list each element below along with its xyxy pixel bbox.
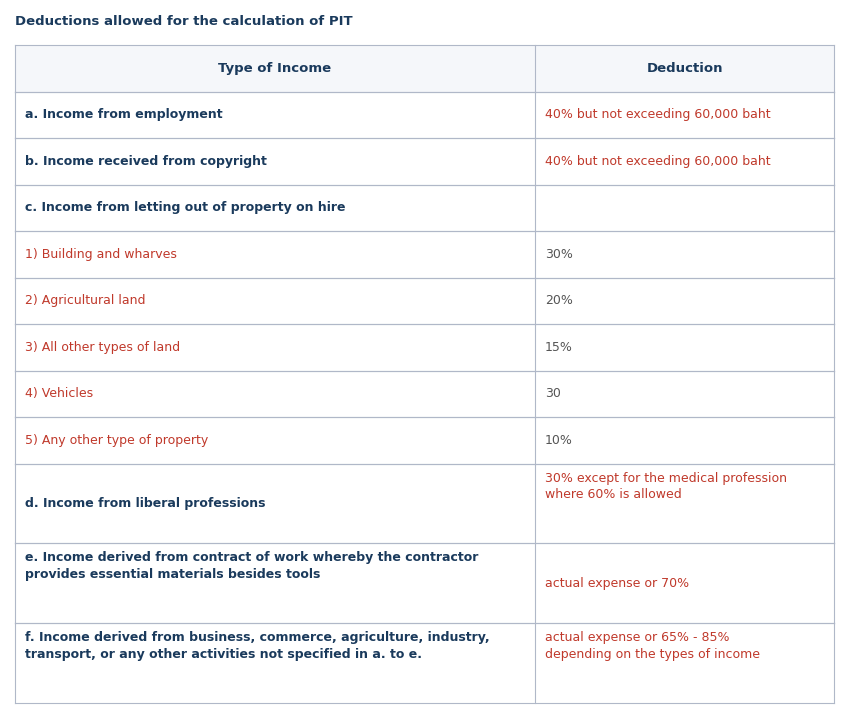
Text: b. Income received from copyright: b. Income received from copyright bbox=[25, 155, 267, 168]
Bar bbox=[15, 91, 834, 138]
Text: d. Income from liberal professions: d. Income from liberal professions bbox=[25, 497, 266, 510]
Bar bbox=[15, 370, 834, 417]
Text: 2) Agricultural land: 2) Agricultural land bbox=[25, 294, 145, 307]
Text: depending on the types of income: depending on the types of income bbox=[545, 648, 760, 661]
Text: 20%: 20% bbox=[545, 294, 573, 307]
Bar bbox=[15, 623, 834, 703]
Bar bbox=[15, 324, 834, 370]
Text: 15%: 15% bbox=[545, 341, 573, 354]
Text: transport, or any other activities not specified in a. to e.: transport, or any other activities not s… bbox=[25, 648, 422, 661]
Text: actual expense or 65% - 85%: actual expense or 65% - 85% bbox=[545, 631, 729, 644]
Bar bbox=[15, 544, 834, 623]
Text: f. Income derived from business, commerce, agriculture, industry,: f. Income derived from business, commerc… bbox=[25, 631, 490, 644]
Bar bbox=[15, 231, 834, 278]
Bar bbox=[15, 464, 834, 544]
Text: actual expense or 70%: actual expense or 70% bbox=[545, 577, 689, 590]
Text: Type of Income: Type of Income bbox=[218, 62, 332, 75]
Text: c. Income from letting out of property on hire: c. Income from letting out of property o… bbox=[25, 201, 346, 215]
Text: 30: 30 bbox=[545, 388, 561, 401]
Text: a. Income from employment: a. Income from employment bbox=[25, 108, 222, 121]
Bar bbox=[15, 45, 834, 91]
Bar bbox=[15, 185, 834, 231]
Bar bbox=[15, 417, 834, 464]
Text: 30% except for the medical profession: 30% except for the medical profession bbox=[545, 472, 787, 485]
Bar bbox=[15, 138, 834, 185]
Text: 30%: 30% bbox=[545, 248, 573, 261]
Text: 1) Building and wharves: 1) Building and wharves bbox=[25, 248, 177, 261]
Text: 3) All other types of land: 3) All other types of land bbox=[25, 341, 180, 354]
Text: Deductions allowed for the calculation of PIT: Deductions allowed for the calculation o… bbox=[15, 15, 352, 28]
Bar bbox=[15, 278, 834, 324]
Text: 40% but not exceeding 60,000 baht: 40% but not exceeding 60,000 baht bbox=[545, 108, 771, 121]
Text: 40% but not exceeding 60,000 baht: 40% but not exceeding 60,000 baht bbox=[545, 155, 771, 168]
Text: Deduction: Deduction bbox=[646, 62, 722, 75]
Text: 5) Any other type of property: 5) Any other type of property bbox=[25, 434, 208, 447]
Text: 4) Vehicles: 4) Vehicles bbox=[25, 388, 93, 401]
Text: where 60% is allowed: where 60% is allowed bbox=[545, 488, 682, 501]
Text: e. Income derived from contract of work whereby the contractor: e. Income derived from contract of work … bbox=[25, 551, 478, 564]
Text: provides essential materials besides tools: provides essential materials besides too… bbox=[25, 568, 320, 581]
Text: 10%: 10% bbox=[545, 434, 573, 447]
